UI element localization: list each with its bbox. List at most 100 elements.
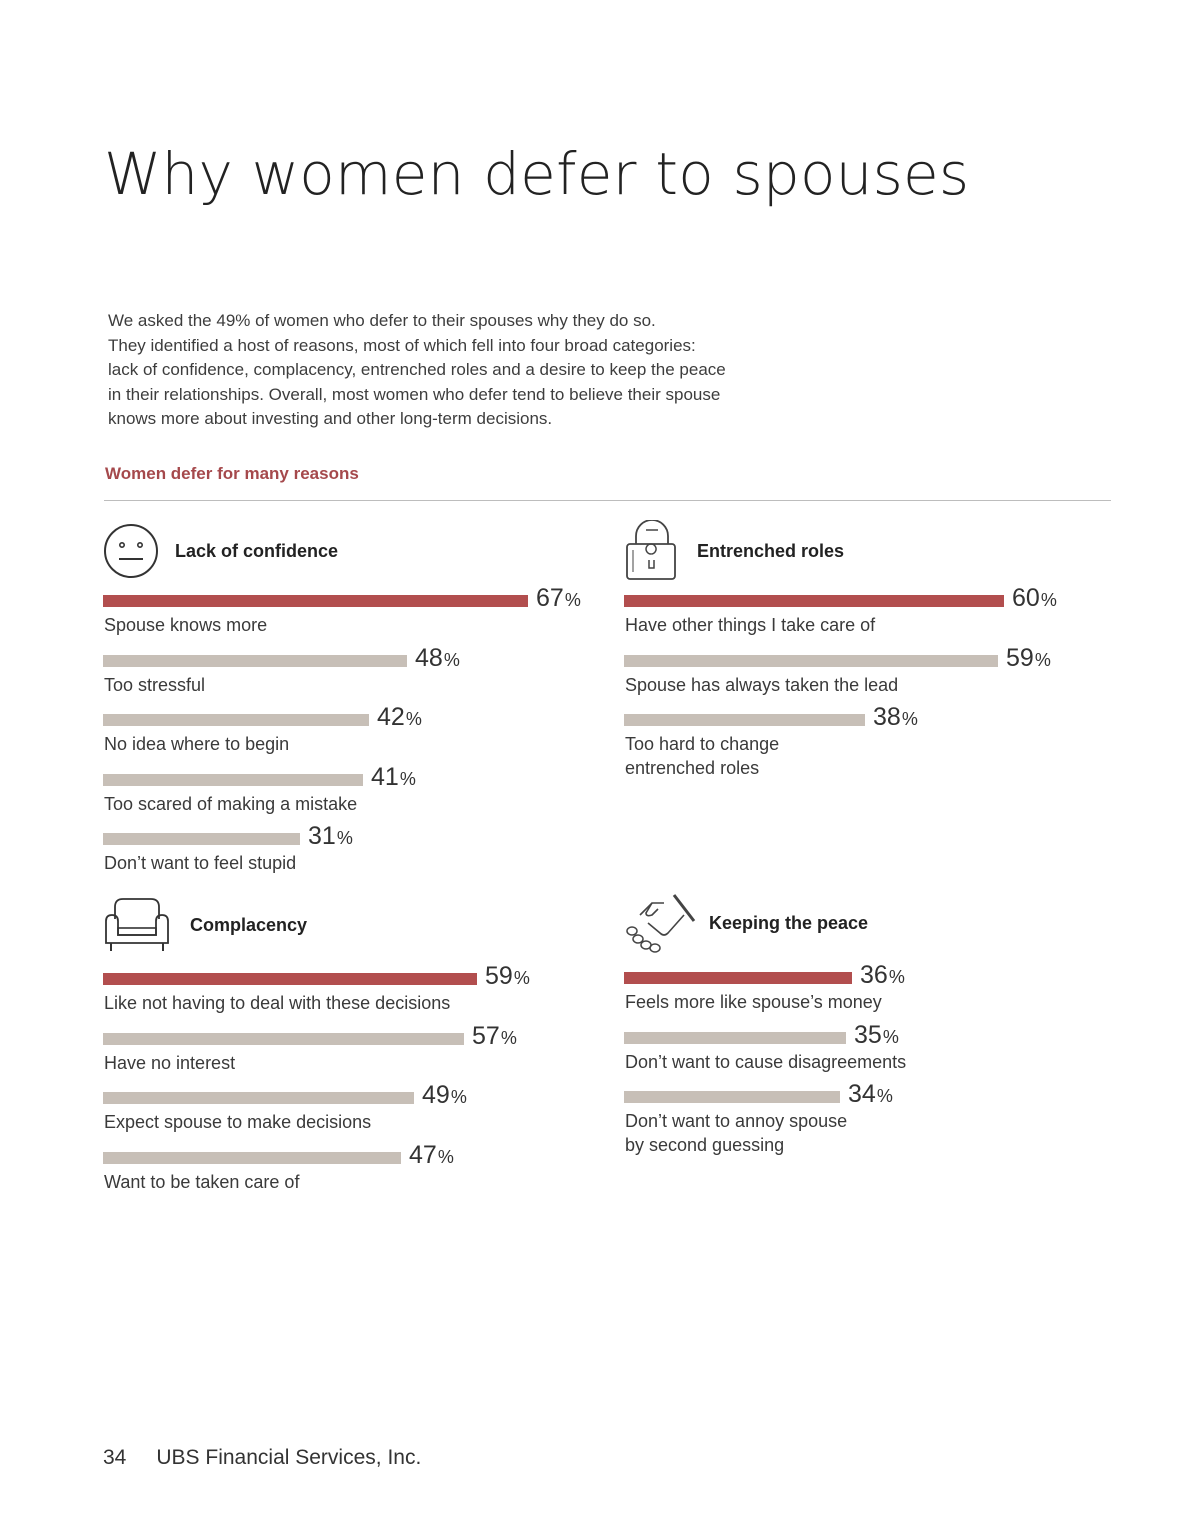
data-label: 41% [371, 764, 416, 792]
bar [624, 714, 865, 726]
data-label-value: 34 [848, 1080, 876, 1108]
bar-row: 57% Have no interest [103, 1023, 663, 1093]
data-label-value: 35 [854, 1020, 882, 1049]
data-label: 35% [854, 1022, 899, 1050]
category-label: Don’t want to feel stupid [104, 853, 297, 873]
bar-row: 59% Like not having to deal with these de… [103, 963, 663, 1033]
bar [103, 1092, 414, 1104]
category-label: Want to be taken care of [104, 1171, 300, 1192]
data-label: 67% [536, 585, 581, 613]
data-label-unit: % [901, 709, 918, 729]
data-label-unit: % [1034, 649, 1051, 670]
data-label: 47% [409, 1142, 454, 1170]
category-label: Too stressful [104, 674, 206, 695]
category-label: Feels more like spouse’s money [625, 992, 882, 1012]
category-label: No idea where to begin [104, 734, 290, 754]
bar-row: 34% Don’t want to annoy spouse by second … [624, 1081, 1184, 1155]
group-title: Keeping the peace [709, 913, 869, 933]
data-label-value: 31 [308, 822, 336, 850]
bar [103, 833, 300, 845]
bar [103, 973, 477, 985]
data-label-value: 42 [377, 703, 405, 731]
data-label-value: 47 [409, 1140, 437, 1169]
bar-row: 42% No idea where to begin [103, 704, 663, 774]
bar [624, 654, 998, 667]
data-label-unit: % [399, 768, 416, 789]
data-label: 34% [848, 1081, 893, 1109]
data-label-unit: % [564, 590, 581, 610]
data-label-unit: % [1040, 590, 1057, 610]
bar-row: 41% Too scared of making a mistake [103, 764, 663, 834]
data-label-value: 57 [472, 1021, 500, 1050]
category-label: Have other things I take care of [625, 615, 876, 635]
bar-row: 59% Spouse has always taken the lead [624, 645, 1184, 715]
data-label-unit: % [405, 709, 422, 729]
data-label: 31% [308, 823, 353, 851]
bar-row: 49% Expect spouse to make decisions [103, 1082, 663, 1152]
data-label-unit: % [876, 1086, 893, 1106]
data-label: 59% [1006, 645, 1051, 673]
bar [103, 1032, 464, 1045]
data-label-unit: % [437, 1146, 454, 1167]
data-label-value: 36 [860, 961, 888, 989]
bar-row: 67% Spouse knows more [103, 585, 663, 655]
bar [103, 1151, 401, 1164]
data-label-value: 60 [1012, 584, 1040, 612]
category-label: Spouse knows more [104, 615, 268, 635]
data-label-value: 49 [422, 1081, 450, 1109]
data-label-unit: % [336, 828, 353, 848]
data-label-unit: % [888, 967, 905, 987]
bar-row: 38% Too hard to change entrenched roles [624, 704, 1184, 778]
page-number: 34 [103, 1446, 127, 1469]
bar-row: 35% Don’t want to cause disagreements [624, 1022, 1184, 1092]
intro-line: They identified a host of reasons, most … [108, 335, 696, 355]
group-title: Lack of confidence [175, 541, 339, 561]
armchair-icon [105, 898, 169, 951]
category-label: Have no interest [104, 1052, 236, 1073]
data-label-unit: % [450, 1087, 467, 1107]
data-label: 57% [472, 1023, 517, 1051]
data-label-value: 41 [371, 762, 399, 791]
data-label-value: 67 [536, 584, 564, 612]
data-label: 38% [873, 704, 918, 732]
data-label: 36% [860, 962, 905, 990]
intro-line: lack of confidence, complacency, entrenc… [108, 360, 726, 379]
bar-row: 47% Want to be taken care of [103, 1142, 663, 1212]
data-label-value: 48 [415, 643, 443, 672]
data-label: 48% [415, 645, 460, 673]
category-label: Expect spouse to make decisions [104, 1112, 372, 1132]
company-name: UBS Financial Services, Inc. [156, 1446, 422, 1469]
bar [624, 1091, 840, 1103]
bar [103, 654, 407, 667]
bar [624, 595, 1004, 607]
bar-row: 31% Don’t want to feel stupid [103, 823, 663, 893]
footer: 34 UBS Financial Services, Inc. [103, 1446, 421, 1470]
data-label-value: 59 [1006, 643, 1034, 672]
bar [103, 595, 528, 607]
data-label-unit: % [443, 649, 460, 670]
data-label: 60% [1012, 585, 1057, 613]
group-title: Entrenched roles [697, 541, 845, 561]
chart-heading: Women defer for many reasons [105, 464, 359, 483]
bar [624, 972, 852, 984]
category-label: Don’t want to annoy spouse by second gue… [625, 1111, 848, 1155]
neutral-face-icon [104, 524, 158, 578]
category-label: Too scared of making a mistake [104, 793, 358, 814]
intro-line: We asked the 49% of women who defer to t… [108, 311, 656, 330]
data-label: 42% [377, 704, 422, 732]
data-label: 59% [485, 963, 530, 991]
bar [103, 773, 363, 786]
divider [104, 500, 1111, 501]
bar-row: 60% Have other things I take care of [624, 585, 1184, 655]
data-label-value: 59 [485, 962, 513, 990]
data-label-unit: % [500, 1027, 517, 1048]
data-label-unit: % [882, 1026, 899, 1047]
category-label: Like not having to deal with these decis… [104, 993, 451, 1013]
bar [103, 714, 369, 726]
bar-row: 48% Too stressful [103, 645, 663, 715]
data-label-value: 38 [873, 703, 901, 731]
intro-line: knows more about investing and other lon… [108, 409, 553, 428]
data-label: 49% [422, 1082, 467, 1110]
intro-paragraph: We asked the 49% of women who defer to t… [108, 309, 808, 432]
group-title: Complacency [190, 915, 308, 935]
